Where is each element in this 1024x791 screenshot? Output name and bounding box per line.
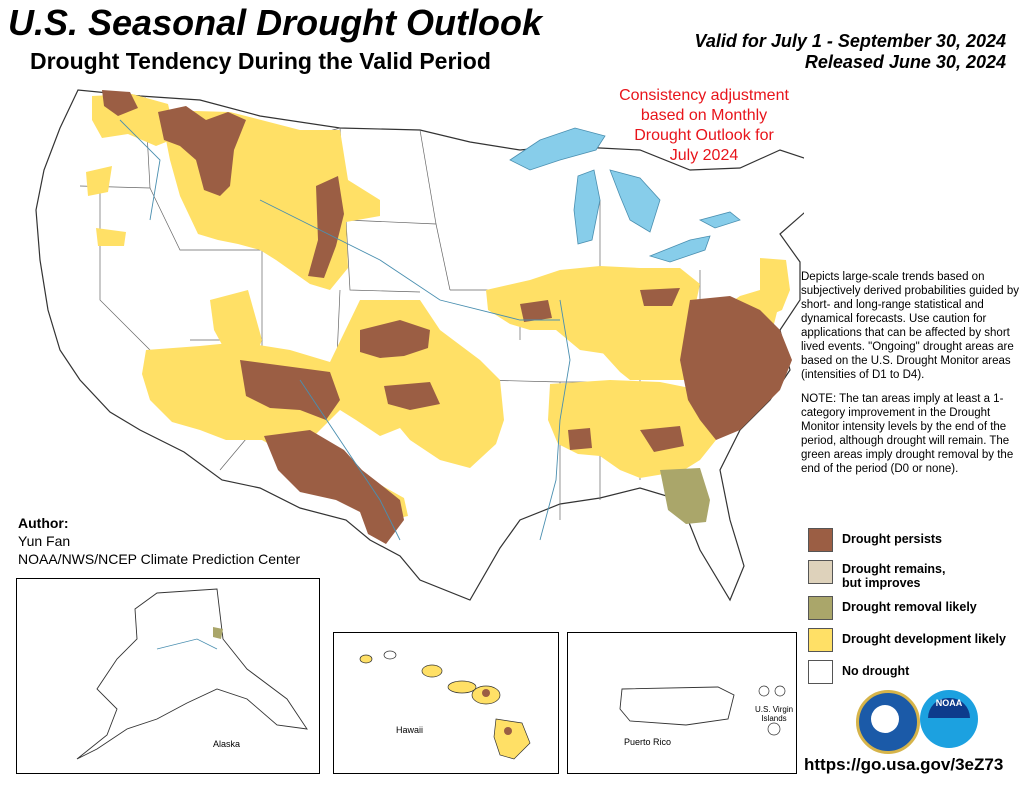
persists-pennsylvania <box>640 288 680 306</box>
legend-label: No drought <box>842 664 910 678</box>
puerto-rico-label: Puerto Rico <box>624 737 672 747</box>
development-southeast <box>548 380 720 478</box>
legend-label: Drought remains, but improves <box>842 562 946 590</box>
short-url[interactable]: https://go.usa.gov/3eZ73 <box>804 755 1004 774</box>
legend-item-persists: Drought persists <box>808 528 1022 552</box>
drought-persists-areas <box>102 90 792 544</box>
conus-map <box>35 89 804 602</box>
hawaii-map <box>359 650 531 760</box>
consistency-note: Consistency adjustment based on Monthly … <box>596 86 812 166</box>
note-text: NOTE: The tan areas imply at least a 1-c… <box>801 393 1014 475</box>
legend-label: Drought persists <box>842 532 943 546</box>
persists-southeast-2 <box>568 428 592 450</box>
legend: Drought persists Drought remains, but im… <box>808 528 1022 692</box>
alaska-inset: Alaska <box>16 578 320 774</box>
description-panel: Depicts large-scale trends based on subj… <box>801 270 1019 486</box>
noaa-logo-text: NOAA <box>935 698 963 708</box>
valid-period: Valid for July 1 - September 30, 2024 <box>694 31 1006 51</box>
noaa-logo-icon: NOAA <box>920 690 978 748</box>
persists-washington <box>102 90 138 116</box>
alaska-label: Alaska <box>213 739 241 749</box>
puerto-rico-inset: Puerto Rico U.S. Virgin Islands <box>567 632 797 774</box>
author-name: Yun Fan <box>18 533 71 549</box>
alaska-map <box>76 588 308 760</box>
development-oregon <box>86 166 112 196</box>
great-lakes <box>509 127 741 263</box>
persists-montana-west <box>158 106 246 196</box>
legend-label: Drought removal likely <box>842 600 977 614</box>
legend-swatch-persists <box>808 528 833 552</box>
persists-new-mexico-texas <box>264 430 404 544</box>
legend-item-removal: Drought removal likely <box>808 596 1022 620</box>
legend-swatch-removal <box>808 596 833 620</box>
legend-item-development: Drought development likely <box>808 628 1022 652</box>
development-midwest <box>486 266 700 356</box>
commerce-seal-icon <box>856 690 920 754</box>
drought-removal-florida <box>660 468 710 524</box>
description-text: Depicts large-scale trends based on subj… <box>801 271 1019 381</box>
consistency-line-4: July 2024 <box>669 147 739 164</box>
development-colorado <box>210 290 262 360</box>
author-block: Author: Yun Fan NOAA/NWS/NCEP Climate Pr… <box>18 514 300 568</box>
map-title: U.S. Seasonal Drought Outlook <box>8 2 543 43</box>
hawaii-label: Hawaii <box>396 725 424 735</box>
legend-swatch-no-drought <box>808 660 833 684</box>
consistency-line-2: based on Monthly <box>640 107 768 124</box>
consistency-line-3: Drought Outlook for <box>634 127 774 144</box>
legend-label: Drought development likely <box>842 632 1006 646</box>
persists-mid-atlantic <box>680 296 792 440</box>
author-organization: NOAA/NWS/NCEP Climate Prediction Center <box>18 551 301 567</box>
persists-kansas <box>384 382 440 410</box>
persists-wyoming <box>308 176 344 278</box>
consistency-line-1: Consistency adjustment <box>619 87 789 104</box>
persists-southeast <box>640 426 684 452</box>
persists-oklahoma <box>360 320 430 358</box>
legend-item-no-drought: No drought <box>808 660 1022 684</box>
persists-tennessee <box>520 300 552 322</box>
legend-swatch-development <box>808 628 833 652</box>
release-date: Released June 30, 2024 <box>804 52 1006 72</box>
rivers <box>119 119 571 541</box>
map-subtitle: Drought Tendency During the Valid Period <box>30 48 491 74</box>
development-mid-atlantic <box>760 258 790 316</box>
legend-swatch-improves <box>808 560 833 584</box>
virgin-islands-label: U.S. Virgin Islands <box>754 705 794 723</box>
hawaii-inset: Hawaii <box>333 632 559 774</box>
persists-nm-az <box>240 360 340 420</box>
puerto-rico-map <box>619 685 786 736</box>
legend-item-improves: Drought remains, but improves <box>808 560 1022 590</box>
development-oregon-east <box>96 228 126 246</box>
author-label: Author: <box>18 515 69 531</box>
